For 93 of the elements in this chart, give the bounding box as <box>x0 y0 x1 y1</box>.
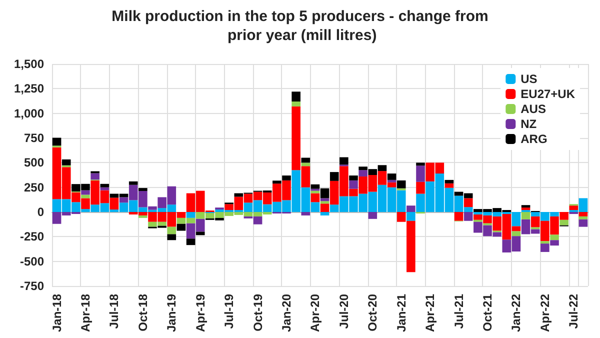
x-tick-label: Oct-20 <box>366 294 380 332</box>
bar <box>196 232 205 236</box>
bar <box>387 180 396 182</box>
bar <box>282 175 291 180</box>
x-tick-label: Apr-20 <box>308 294 322 332</box>
legend-label: AUS <box>520 102 546 116</box>
bar <box>578 219 588 227</box>
bar <box>521 205 530 208</box>
bar <box>521 208 530 210</box>
bar <box>176 224 186 231</box>
bar <box>521 212 530 220</box>
bar <box>167 226 176 234</box>
bar <box>416 162 425 166</box>
y-tick-label: -500 <box>20 254 44 268</box>
bar <box>464 198 473 208</box>
bar <box>416 182 425 194</box>
bar <box>310 190 320 194</box>
bar <box>292 92 300 102</box>
bar <box>550 234 559 240</box>
bar <box>62 159 71 166</box>
bar <box>301 158 310 163</box>
bar <box>81 190 90 195</box>
bar <box>454 212 464 221</box>
x-tick-label: Jul-18 <box>107 294 122 329</box>
x-tick-label: Jan-22 <box>509 294 524 332</box>
y-tick-label: 500 <box>24 156 44 170</box>
x-tick-label: Jul-21 <box>452 294 466 329</box>
bar <box>444 180 454 184</box>
chart-title: Milk production in the top 5 producers - change from prior year (mill litres) <box>112 8 488 44</box>
bar <box>100 184 110 188</box>
bar <box>416 166 425 182</box>
x-tick-label: Oct-18 <box>136 294 150 332</box>
y-tick-label: 1,500 <box>14 57 44 71</box>
x-tick-label: Apr-18 <box>78 294 92 332</box>
x-tick-label: Jul-22 <box>566 294 581 329</box>
bar <box>578 216 588 220</box>
x-tick-label: Jan-20 <box>280 294 294 332</box>
bar <box>512 231 521 236</box>
y-tick-label: 0 <box>37 205 44 219</box>
y-tick-label: -250 <box>20 230 44 244</box>
bar <box>396 180 406 188</box>
bar <box>272 180 282 184</box>
bar <box>358 170 368 176</box>
bar <box>444 183 454 188</box>
bar <box>138 188 148 191</box>
bar <box>330 172 339 181</box>
bar <box>301 212 310 216</box>
x-tick-label: Jul-19 <box>222 294 236 329</box>
bar <box>52 138 62 146</box>
bar <box>406 206 416 212</box>
x-tick-label: Jan-21 <box>394 294 408 332</box>
bar <box>320 201 330 204</box>
bar <box>406 212 416 221</box>
bar <box>320 212 330 216</box>
bar <box>368 212 378 219</box>
y-tick-label: -750 <box>20 279 44 293</box>
legend-label: ARG <box>520 132 548 146</box>
legend-label: NZ <box>520 117 537 131</box>
bar <box>90 173 100 180</box>
y-tick-label: 1,250 <box>14 82 44 96</box>
bar <box>349 180 358 189</box>
x-tick-label: Oct-21 <box>480 294 494 332</box>
x-tick-label: Apr-21 <box>423 294 438 332</box>
y-tick-label: 1,000 <box>14 106 44 120</box>
bar <box>186 238 196 246</box>
bar <box>540 241 550 244</box>
bar <box>464 212 473 221</box>
bar <box>320 198 330 202</box>
y-tick-label: 250 <box>24 180 44 194</box>
legend-label: EU27+UK <box>520 87 576 101</box>
legend-label: US <box>520 72 538 86</box>
bar <box>100 187 110 190</box>
x-tick-label: Oct-19 <box>250 294 265 332</box>
bar <box>340 157 348 165</box>
bar <box>578 212 588 216</box>
bar <box>167 234 176 240</box>
bar <box>186 212 196 218</box>
x-tick-label: Apr-19 <box>193 294 208 332</box>
x-tick-label: Jul-20 <box>336 294 351 329</box>
bar <box>560 220 568 226</box>
bar <box>301 162 310 166</box>
bar <box>292 101 300 106</box>
x-tick-label: Jan-19 <box>164 294 179 332</box>
x-tick-label: Apr-22 <box>538 294 552 332</box>
bar <box>138 215 148 218</box>
bar <box>81 194 90 198</box>
y-tick-label: 750 <box>24 131 44 145</box>
x-tick-label: Jan-18 <box>50 294 64 332</box>
bar <box>128 181 138 185</box>
bar <box>349 175 358 180</box>
bar <box>569 206 578 210</box>
bar <box>310 193 320 202</box>
bar <box>387 174 396 180</box>
